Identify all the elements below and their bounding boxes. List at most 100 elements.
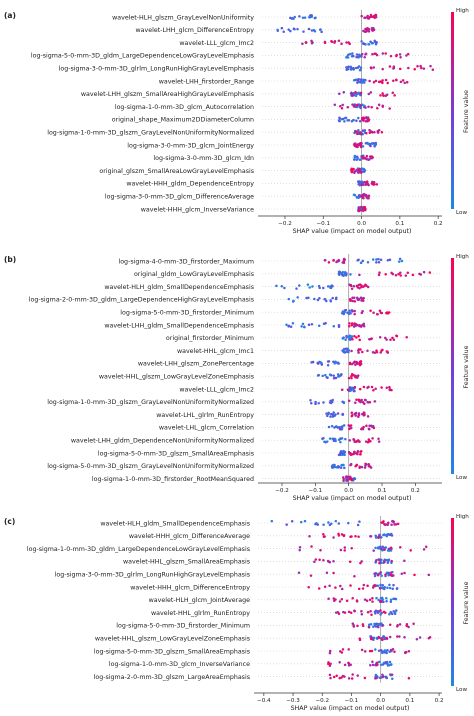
shap-dot	[360, 560, 363, 563]
shap-dot	[322, 286, 325, 290]
shap-dot	[358, 158, 362, 161]
shap-dot	[344, 347, 348, 351]
shap-dot	[373, 400, 377, 403]
shap-dot	[375, 349, 378, 352]
panel-letter: (c)	[4, 517, 15, 526]
shap-dot	[333, 41, 336, 44]
shap-dot	[380, 574, 383, 578]
shap-dot	[329, 400, 332, 404]
shap-dot	[388, 612, 391, 616]
shap-dot	[419, 64, 422, 68]
shap-dot	[416, 65, 419, 68]
shap-dot	[361, 350, 364, 354]
shap-dot	[374, 387, 377, 390]
shap-dot	[298, 284, 301, 287]
shap-dot	[322, 322, 326, 326]
shap-dot	[339, 437, 342, 440]
shap-dot	[310, 545, 313, 548]
shap-dot	[354, 142, 357, 145]
feature-dots	[351, 622, 415, 629]
shap-dot	[388, 650, 391, 654]
shap-dot	[347, 648, 350, 651]
shap-dot	[328, 584, 331, 588]
shap-dot	[405, 81, 409, 84]
shap-dot	[377, 257, 380, 261]
shap-dot	[334, 413, 337, 416]
shap-dot	[296, 27, 299, 31]
shap-dot	[367, 92, 371, 96]
shap-dot	[351, 103, 354, 106]
shap-dot	[362, 192, 366, 196]
x-axis-label: SHAP value (impact on model output)	[293, 228, 412, 235]
shap-dot	[342, 534, 346, 537]
shap-dot	[369, 91, 373, 94]
shap-dot	[347, 349, 350, 352]
shap-dot	[327, 261, 331, 264]
feature-dots	[309, 398, 377, 406]
shap-dot	[352, 105, 356, 108]
shap-dot	[357, 398, 361, 401]
shap-dot	[372, 80, 376, 84]
feature-dots	[356, 205, 367, 213]
shap-dot	[370, 636, 373, 640]
x-tick-label: 0.0	[376, 698, 385, 704]
shap-dot	[405, 54, 408, 57]
shap-dot	[358, 286, 361, 290]
shap-dot	[309, 574, 313, 577]
shap-dot	[332, 536, 335, 539]
shap-dot	[285, 323, 288, 327]
shap-dot	[356, 156, 359, 160]
shap-dot	[334, 586, 337, 589]
shap-dot	[313, 560, 316, 564]
shap-dot	[352, 167, 355, 171]
shap-dot	[353, 300, 357, 303]
shap-dot	[366, 349, 369, 352]
shap-dot	[370, 42, 374, 45]
shap-dot	[356, 323, 359, 327]
shap-dot	[379, 609, 382, 612]
shap-dot	[399, 545, 402, 549]
shap-panel-3: (c) wavelet-HLH_gldm_SmallDependenceEmpha…	[4, 514, 470, 712]
shap-dot	[347, 325, 351, 328]
shap-dot	[427, 573, 431, 577]
shap-dot	[354, 78, 358, 81]
shap-dot	[275, 284, 278, 288]
shap-dot	[388, 385, 391, 389]
feature-label: log-sigma-5-0-mm-3D_glszm_GrayLevelNonUn…	[47, 463, 254, 470]
shap-dot	[337, 259, 341, 263]
shap-dot	[380, 611, 383, 615]
shap-dot	[374, 677, 378, 680]
shap-dot	[375, 661, 379, 664]
shap-dot	[347, 664, 351, 667]
shap-dot	[374, 42, 378, 46]
shap-dot	[377, 437, 380, 440]
feature-dots	[337, 449, 363, 457]
shap-dot	[356, 624, 359, 628]
shap-dot	[358, 637, 362, 640]
shap-dot	[359, 205, 363, 209]
shap-dot	[359, 400, 362, 403]
shap-dot	[391, 272, 395, 276]
shap-dot	[353, 335, 356, 338]
shap-dot	[374, 609, 378, 613]
shap-dot	[377, 636, 381, 640]
feature-dots	[270, 519, 400, 527]
shap-dot	[386, 664, 390, 667]
shap-dot	[359, 171, 363, 174]
feature-label: wavelet-HLH_glcm_JointAverage	[149, 597, 250, 604]
shap-dot	[378, 623, 381, 626]
shap-dot	[385, 636, 388, 640]
shap-dot	[368, 598, 372, 602]
shap-dot	[389, 54, 393, 58]
shap-dot	[385, 350, 389, 353]
shap-dot	[420, 66, 423, 70]
shap-dot	[393, 523, 396, 526]
shap-dot	[381, 624, 384, 628]
shap-dot	[363, 169, 366, 172]
shap-dot	[357, 55, 360, 59]
shap-dot	[364, 30, 367, 34]
feature-label: wavelet-HHH_glcm_DifferenceEntropy	[130, 584, 250, 591]
shap-dot	[310, 401, 313, 405]
shap-dot	[361, 81, 364, 84]
shap-dot	[389, 598, 393, 601]
